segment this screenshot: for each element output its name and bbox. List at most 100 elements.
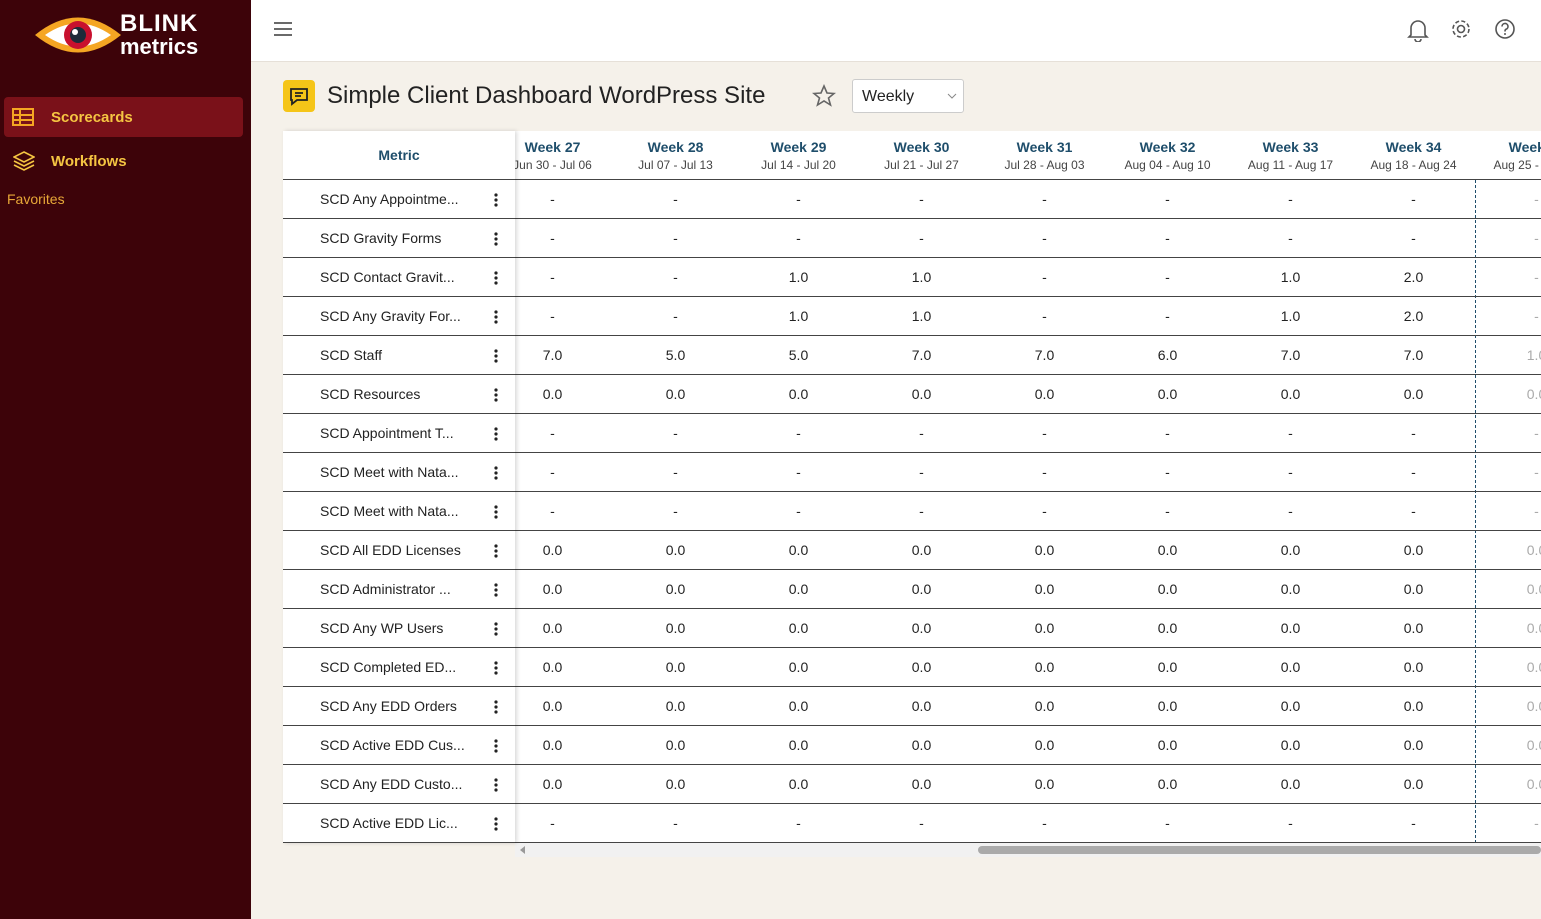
nav-item[interactable]: Workflows <box>4 141 243 181</box>
cell-value: - <box>550 191 555 207</box>
row-menu-button[interactable] <box>491 582 501 598</box>
row-divider <box>283 218 515 219</box>
metric-name: SCD Appointment T... <box>320 425 454 441</box>
metric-name: SCD Any EDD Orders <box>320 698 457 714</box>
cell-value: 0.0 <box>1280 776 1301 792</box>
week-label: Week 29 <box>770 139 827 155</box>
cell-value: 0.0 <box>1403 581 1424 597</box>
row-menu-button[interactable] <box>491 699 501 715</box>
cell-value: - <box>1411 230 1416 246</box>
row-divider <box>515 413 1541 414</box>
cell-value: 0.0 <box>542 542 563 558</box>
row-menu-button[interactable] <box>491 738 501 754</box>
row-menu-button[interactable] <box>491 426 501 442</box>
logo-top: BLINK <box>120 10 199 37</box>
nav-item[interactable]: Scorecards <box>4 97 243 137</box>
cell-value: 0.0 <box>665 542 686 558</box>
cell-value: - <box>919 425 924 441</box>
cell-value: 0.0 <box>1034 698 1055 714</box>
cell-value: 0.0 <box>1526 386 1541 402</box>
cell-value: 1.0 <box>788 269 809 285</box>
row-divider <box>515 608 1541 609</box>
cell-value: 0.0 <box>542 386 563 402</box>
row-divider <box>515 686 1541 687</box>
scrollbar[interactable] <box>515 843 1541 857</box>
row-menu-button[interactable] <box>491 348 501 364</box>
cell-value: 0.0 <box>788 737 809 753</box>
row-menu-button[interactable] <box>491 543 501 559</box>
scroll-left[interactable] <box>518 845 526 855</box>
week-range: Jun 30 - Jul 06 <box>515 158 592 172</box>
cell-value: 0.0 <box>1034 776 1055 792</box>
cell-value: 0.0 <box>1157 659 1178 675</box>
cell-value: - <box>550 230 555 246</box>
cell-value: - <box>1534 464 1539 480</box>
cell-value: - <box>1411 503 1416 519</box>
help-button[interactable] <box>1494 18 1516 40</box>
row-menu-button[interactable] <box>491 309 501 325</box>
cell-value: 0.0 <box>1526 776 1541 792</box>
row-divider <box>283 725 515 726</box>
cell-value: 0.0 <box>788 698 809 714</box>
row-menu-button[interactable] <box>491 270 501 286</box>
row-divider <box>283 491 515 492</box>
icon <box>12 108 34 126</box>
cell-value: 0.0 <box>542 776 563 792</box>
cell-value: 0.0 <box>788 620 809 636</box>
cell-value: - <box>1288 503 1293 519</box>
notifications-button[interactable] <box>1407 18 1429 42</box>
cell-value: 0.0 <box>911 581 932 597</box>
cell-value: - <box>1042 269 1047 285</box>
metric-name: SCD All EDD Licenses <box>320 542 461 558</box>
row-menu-button[interactable] <box>491 231 501 247</box>
cell-value: - <box>796 464 801 480</box>
cell-value: - <box>1534 191 1539 207</box>
row-divider <box>283 608 515 609</box>
row-divider <box>515 647 1541 648</box>
cell-value: - <box>1534 269 1539 285</box>
cell-value: - <box>1042 425 1047 441</box>
settings-button[interactable] <box>1450 18 1472 40</box>
week-label: Week 34 <box>1385 139 1442 155</box>
scroll-thumb[interactable] <box>978 846 1541 854</box>
dots <box>494 466 498 480</box>
cell-value: 0.0 <box>1034 542 1055 558</box>
cell-value: - <box>550 464 555 480</box>
cell-value: 0.0 <box>1034 581 1055 597</box>
cell-value: - <box>550 308 555 324</box>
cell-value: 0.0 <box>1526 737 1541 753</box>
row-menu-button[interactable] <box>491 660 501 676</box>
metric-name: SCD Any Appointme... <box>320 191 459 207</box>
dots <box>494 739 498 753</box>
dots <box>494 388 498 402</box>
row-menu-button[interactable] <box>491 465 501 481</box>
row-divider <box>515 374 1541 375</box>
week-label: Week 33 <box>1262 139 1319 155</box>
cell-value: - <box>796 815 801 831</box>
row-divider <box>515 257 1541 258</box>
menu-button[interactable] <box>273 20 293 38</box>
dots <box>494 544 498 558</box>
row-menu-button[interactable] <box>491 504 501 520</box>
cell-value: 0.0 <box>911 386 932 402</box>
row-menu-button[interactable] <box>491 192 501 208</box>
cell-value: 0.0 <box>911 776 932 792</box>
cell-value: 7.0 <box>1403 347 1424 363</box>
metric-name: SCD Any WP Users <box>320 620 444 636</box>
row-menu-button[interactable] <box>491 777 501 793</box>
cell-value: 0.0 <box>1280 386 1301 402</box>
row-menu-button[interactable] <box>491 621 501 637</box>
week-label: Week 31 <box>1016 139 1073 155</box>
favorite-button[interactable] <box>812 84 836 108</box>
week-label: Week 28 <box>647 139 704 155</box>
cell-value: 0.0 <box>788 776 809 792</box>
cell-value: - <box>1411 815 1416 831</box>
period-dropdown[interactable]: Weekly <box>852 79 964 113</box>
week-grid: Week 27 Jun 30 - Jul 06 Week 28 Jul 07 - Ju… <box>515 131 1541 843</box>
cell-value: 0.0 <box>1403 620 1424 636</box>
row-menu-button[interactable] <box>491 387 501 403</box>
week-range: Aug 04 - Aug 10 <box>1124 158 1211 172</box>
week-label: Week 32 <box>1139 139 1196 155</box>
metric-name: SCD Active EDD Lic... <box>320 815 458 831</box>
row-menu-button[interactable] <box>491 816 501 832</box>
